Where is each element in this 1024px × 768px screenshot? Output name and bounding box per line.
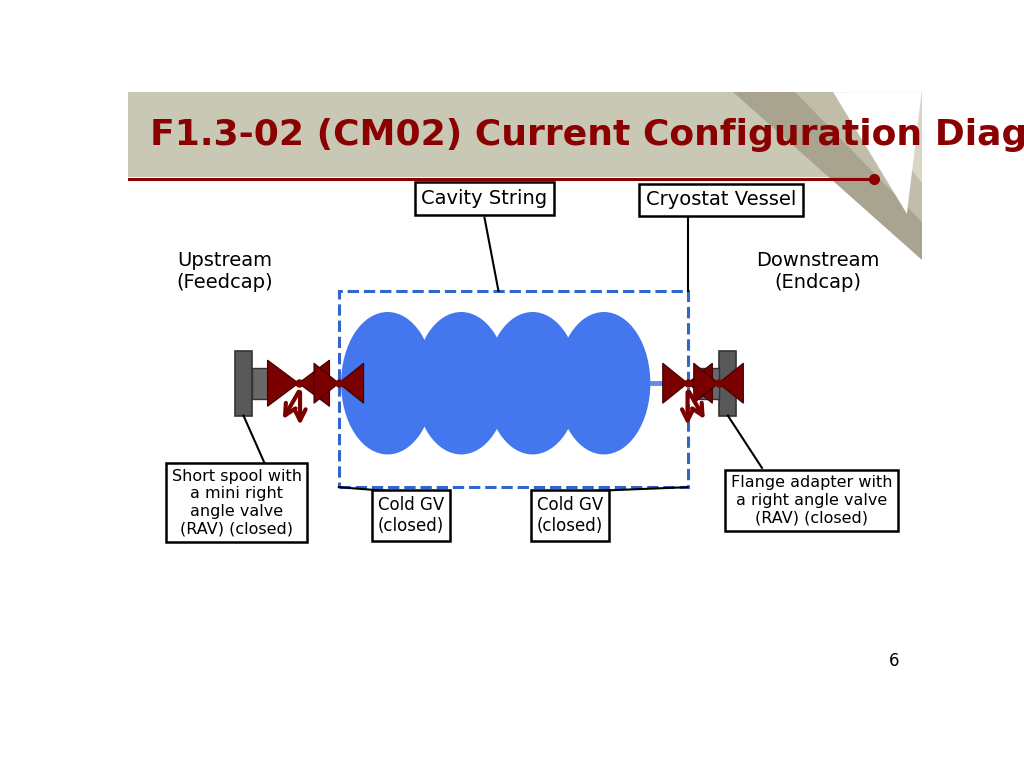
Text: 6: 6 (889, 652, 899, 670)
Polygon shape (849, 92, 922, 183)
Polygon shape (795, 92, 922, 221)
Polygon shape (314, 363, 339, 403)
Bar (252, 368, 272, 399)
Bar (128, 92, 922, 177)
Polygon shape (732, 92, 922, 260)
Bar (699, 368, 719, 399)
Ellipse shape (486, 312, 579, 455)
Bar (339, 291, 687, 487)
Text: Flange adapter with
a right angle valve
(RAV) (closed): Flange adapter with a right angle valve … (731, 475, 892, 525)
Polygon shape (719, 363, 743, 403)
Polygon shape (687, 363, 713, 403)
Ellipse shape (557, 312, 650, 455)
Polygon shape (299, 360, 330, 406)
Text: Cryostat Vessel: Cryostat Vessel (646, 190, 796, 210)
Polygon shape (834, 92, 922, 214)
Polygon shape (339, 363, 364, 403)
Text: Short spool with
a mini right
angle valve
(RAV) (closed): Short spool with a mini right angle valv… (171, 469, 301, 536)
Text: Cold GV
(closed): Cold GV (closed) (378, 496, 444, 535)
Text: Cold GV
(closed): Cold GV (closed) (537, 496, 603, 535)
Ellipse shape (415, 312, 508, 455)
Bar (234, 351, 252, 415)
Polygon shape (267, 360, 299, 406)
Text: Downstream
(Endcap): Downstream (Endcap) (756, 251, 880, 292)
Text: Upstream
(Feedcap): Upstream (Feedcap) (176, 251, 273, 292)
Polygon shape (663, 363, 687, 403)
Text: F1.3-02 (CM02) Current Configuration Diagram: F1.3-02 (CM02) Current Configuration Dia… (150, 118, 1024, 151)
Ellipse shape (341, 312, 434, 455)
Polygon shape (693, 363, 719, 403)
Bar (719, 351, 736, 415)
Text: Cavity String: Cavity String (422, 189, 548, 208)
